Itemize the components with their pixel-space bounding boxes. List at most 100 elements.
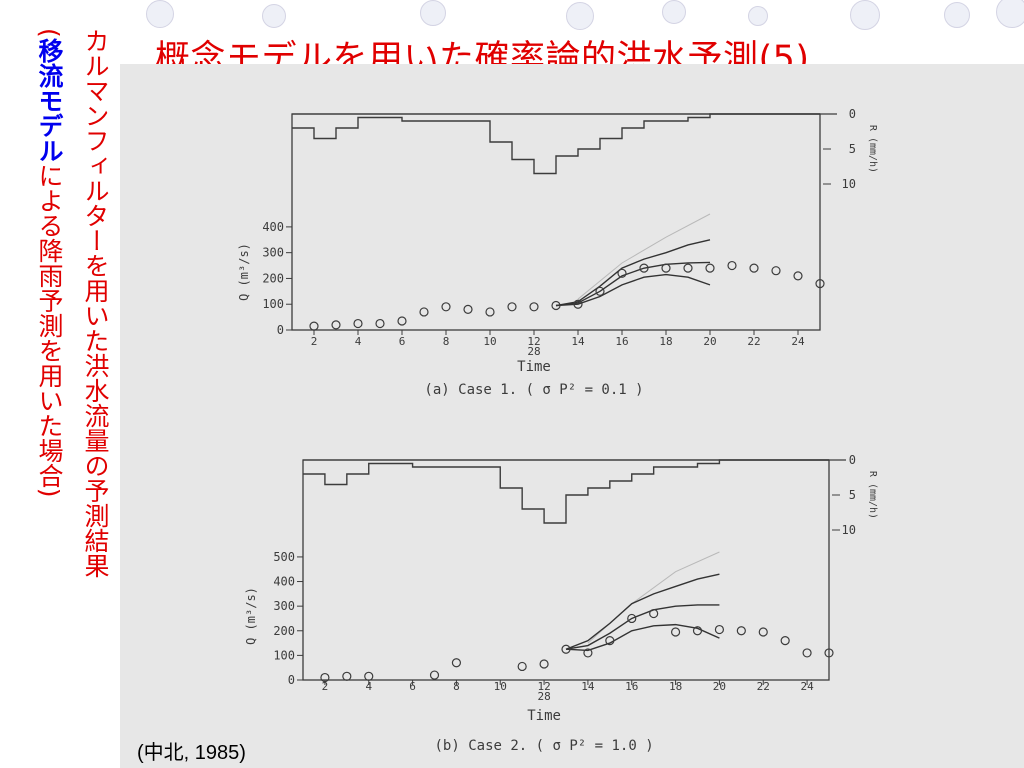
observed-point (749, 263, 759, 273)
x-tick-label: 10 (483, 335, 496, 348)
observed-point (758, 627, 768, 637)
decor-bubble (662, 0, 686, 24)
observed-point (661, 263, 671, 273)
observed-point (397, 316, 407, 326)
plot-frame (302, 459, 830, 681)
x-tick-label: 12 (527, 335, 540, 348)
rain-tick-label: 0 (849, 453, 856, 467)
observed-point (320, 672, 330, 683)
rainfall-hyetograph (303, 459, 829, 524)
decor-bubble (850, 0, 880, 30)
q-tick-label: 300 (273, 599, 295, 613)
observed-point (605, 636, 615, 646)
x-tick-label: 20 (703, 335, 716, 348)
slide-caption-main: カルマンフィルターを用いた洪水流量の予測結果 (81, 28, 110, 578)
observed-point (670, 627, 681, 637)
observed-point (561, 644, 571, 654)
x-tick-label: 16 (625, 680, 638, 693)
forecast-lower-line (565, 623, 720, 652)
x-tick-label: 10 (494, 680, 507, 693)
forecast-mean-line (565, 604, 720, 650)
decor-bubble (996, 0, 1024, 28)
decor-bubble (146, 0, 174, 28)
x-day-label: 28 (527, 345, 540, 358)
faint-forecast-line (577, 213, 711, 300)
x-tick-label: 20 (713, 680, 726, 693)
observed-point (780, 636, 790, 646)
source-citation: (中北, 1985) (137, 742, 246, 764)
x-tick-label: 6 (399, 335, 406, 348)
observed-point (649, 608, 659, 619)
observed-point (714, 624, 725, 635)
x-tick-label: 18 (669, 680, 682, 693)
x-axis-label: Time (527, 708, 561, 724)
rain-tick-label: 10 (842, 523, 856, 537)
x-tick-label: 16 (615, 335, 628, 348)
observed-point (353, 318, 363, 329)
q-tick-label: 100 (273, 648, 295, 662)
x-tick-label: 8 (443, 335, 450, 348)
decor-bubble (748, 6, 768, 26)
observed-point (485, 307, 495, 317)
x-day-label: 28 (537, 690, 550, 703)
observed-point (331, 320, 341, 330)
observed-point (539, 659, 549, 669)
observed-point (727, 260, 737, 271)
caption-close-paren: ) (35, 487, 64, 498)
q-axis-label: Q (m³/s) (244, 587, 258, 645)
observed-point (451, 658, 462, 668)
rain-tick-label: 5 (849, 488, 856, 502)
x-tick-label: 18 (659, 335, 672, 348)
observed-point (793, 271, 803, 281)
observed-point (529, 302, 539, 312)
q-axis-label: Q (m³/s) (237, 243, 251, 301)
caption-highlight: 移流モデル (35, 37, 64, 163)
observed-point (627, 613, 637, 624)
x-tick-label: 14 (581, 680, 595, 693)
observed-point (736, 626, 746, 636)
observed-point (364, 671, 374, 681)
decor-bubble (262, 4, 286, 28)
q-tick-label: 500 (273, 550, 295, 564)
x-tick-label: 2 (311, 335, 318, 348)
scanned-figure: 0 100 200 300 400 Q (m³/s) 0 5 10 R (mm/h) 2 4 6 8 10 1… (120, 64, 1024, 768)
q-tick-label: 0 (288, 673, 295, 687)
x-tick-label: 8 (453, 680, 460, 693)
q-tick-label: 400 (273, 575, 295, 589)
rain-axis-label: R (mm/h) (867, 471, 878, 519)
observed-point (683, 263, 693, 273)
observed-point (771, 266, 781, 276)
x-tick-label: 4 (365, 680, 372, 693)
decor-bubble (420, 0, 446, 26)
observed-point (815, 279, 825, 289)
observed-point (463, 304, 473, 314)
plot-frame (291, 113, 821, 331)
rain-axis-label: R (mm/h) (867, 125, 878, 173)
rain-tick-label: 10 (842, 177, 856, 191)
forecast-mean-line (555, 261, 711, 307)
x-tick-label: 24 (791, 335, 805, 348)
forecast-upper-line (565, 573, 720, 650)
x-tick-label: 14 (571, 335, 585, 348)
x-axis-label: Time (517, 359, 551, 375)
x-tick-label: 12 (537, 680, 550, 693)
observed-point (617, 268, 627, 278)
observed-point (375, 318, 385, 329)
observed-point (595, 286, 605, 296)
forecast-upper-line (555, 239, 711, 307)
observed-point (429, 670, 440, 680)
caption-open-paren: ( (35, 28, 64, 38)
rain-tick-label: 0 (849, 107, 856, 121)
decor-bubble (566, 2, 594, 30)
decor-bubble (944, 2, 970, 28)
x-tick-label: 6 (409, 680, 416, 693)
q-tick-label: 200 (262, 271, 284, 285)
caption-mid: による降雨予測を用いた場合 (35, 162, 64, 488)
x-tick-label: 4 (355, 335, 362, 348)
observed-point (802, 648, 812, 658)
observed-point (573, 299, 583, 309)
x-tick-label: 2 (322, 680, 329, 693)
